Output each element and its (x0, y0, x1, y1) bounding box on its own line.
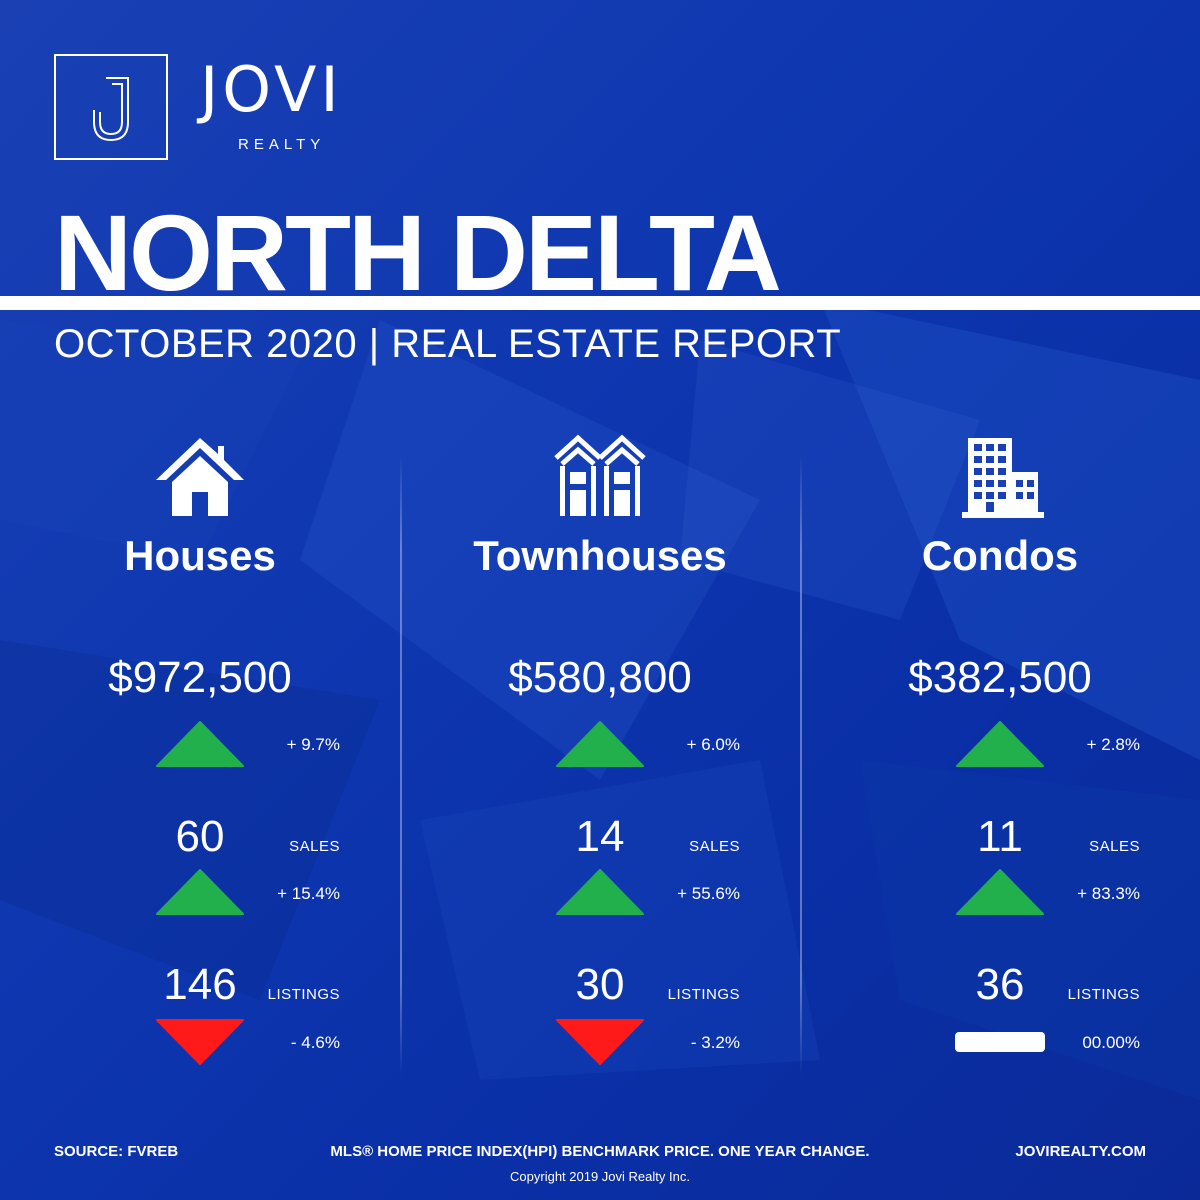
price-change: + 6.0% (686, 735, 740, 754)
sales-change: + 55.6% (677, 884, 740, 903)
column-divider-2 (800, 455, 802, 1075)
column-title: Townhouses (473, 532, 727, 579)
sales-change: + 83.3% (1077, 884, 1140, 903)
listings-label: LISTINGS (267, 986, 340, 1003)
condo-building-icon (962, 438, 1044, 518)
listings-change: - 4.6% (290, 1033, 340, 1052)
sales-label: SALES (1089, 838, 1140, 855)
price-change: + 2.8% (1086, 735, 1140, 754)
title-underline (0, 296, 1200, 310)
sales-count: 11 (977, 812, 1023, 861)
price-change: + 9.7% (286, 735, 340, 754)
column-houses: Houses $972,500 + 9.7% 60 SALES + 15.4% … (0, 0, 400, 1200)
logo-j-monogram-icon (93, 77, 129, 142)
brand-name: JOVI (200, 53, 343, 126)
price-up-arrow-icon (556, 721, 644, 767)
brand-subtitle: REALTY (238, 136, 326, 153)
footer-source: SOURCE: FVREB (54, 1143, 179, 1160)
footer-copyright: Copyright 2019 Jovi Realty Inc. (510, 1169, 690, 1184)
benchmark-price: $580,800 (508, 653, 692, 702)
listings-change: 00.00% (1082, 1033, 1140, 1052)
listings-count: 30 (575, 960, 625, 1009)
sales-count: 14 (575, 812, 625, 861)
sales-up-arrow-icon (156, 869, 244, 915)
listings-count: 36 (975, 960, 1025, 1009)
column-condos: Condos $382,500 + 2.8% 11 SALES + 83.3% … (800, 0, 1200, 1200)
benchmark-price: $972,500 (108, 653, 292, 702)
listings-change: - 3.2% (690, 1033, 740, 1052)
footer-website[interactable]: JOVIREALTY.COM (1015, 1143, 1146, 1160)
sales-up-arrow-icon (956, 869, 1044, 915)
footer-note: MLS® HOME PRICE INDEX(HPI) BENCHMARK PRI… (330, 1143, 870, 1160)
price-up-arrow-icon (156, 721, 244, 767)
benchmark-price: $382,500 (908, 653, 1092, 702)
report-subtitle: OCTOBER 2020 | REAL ESTATE REPORT (54, 322, 842, 366)
sales-label: SALES (289, 838, 340, 855)
sales-change: + 15.4% (277, 884, 340, 903)
house-icon (156, 438, 244, 516)
listings-down-arrow-icon (556, 1019, 644, 1065)
listings-down-arrow-icon (156, 1019, 244, 1065)
townhouse-icon (554, 434, 646, 516)
column-title: Houses (124, 532, 276, 579)
listings-count: 146 (163, 960, 237, 1009)
sales-count: 60 (175, 812, 225, 861)
price-up-arrow-icon (956, 721, 1044, 767)
column-divider-1 (400, 455, 402, 1075)
sales-up-arrow-icon (556, 869, 644, 915)
column-townhouses: Townhouses $580,800 + 6.0% 14 SALES + 55… (400, 0, 800, 1200)
listings-no-change-bar (955, 1032, 1045, 1052)
page-title: NORTH DELTA (54, 192, 782, 313)
sales-label: SALES (689, 838, 740, 855)
column-title: Condos (921, 532, 1079, 579)
listings-label: LISTINGS (667, 986, 740, 1003)
listings-label: LISTINGS (1067, 986, 1140, 1003)
brand-logo (54, 54, 168, 160)
